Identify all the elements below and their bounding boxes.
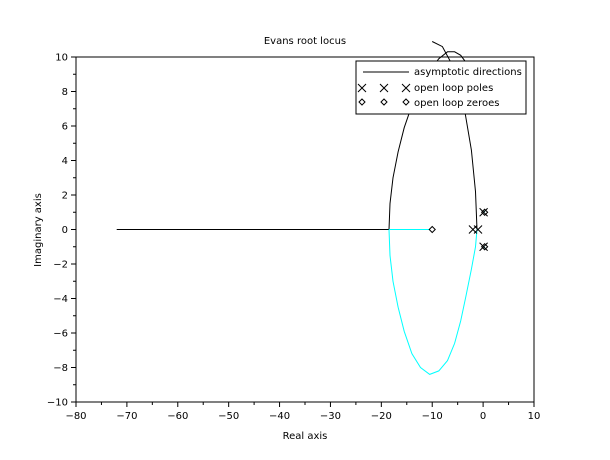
y-tick-label: 10	[55, 53, 68, 64]
open-loop-pole-marker-1	[473, 225, 483, 234]
legend-label-asymptotic-directions: asymptotic directions	[414, 67, 522, 78]
open-loop-pole-marker-3	[479, 242, 488, 252]
y-tick-label: 6	[62, 122, 68, 133]
x-tick-label: 0	[480, 411, 486, 422]
x-axis-ticks: −80 −70 −60 −50 −40 −30 −20 −10 0 10	[65, 402, 540, 422]
legend-label-open-loop-poles: open loop poles	[414, 83, 493, 94]
y-tick-label: −10	[47, 398, 68, 409]
legend: asymptotic directions open loop poles op…	[355, 60, 527, 115]
legend-diamond-markers	[358, 98, 410, 106]
x-axis-label: Real axis	[283, 431, 328, 442]
x-tick-label: −30	[320, 411, 341, 422]
x-tick-label: −70	[116, 411, 137, 422]
x-tick-label: −20	[371, 411, 392, 422]
y-tick-label: 0	[62, 225, 68, 236]
legend-x-markers	[357, 83, 411, 93]
open-loop-zero-marker-0	[428, 225, 436, 234]
open-loop-pole-marker-2	[479, 207, 488, 217]
y-tick-label: 4	[62, 156, 68, 167]
x-tick-label: −40	[269, 411, 290, 422]
legend-label-open-loop-zeroes: open loop zeroes	[414, 98, 499, 109]
locus-branch-4	[388, 229, 478, 375]
y-tick-label: 2	[62, 191, 68, 202]
y-tick-label: −2	[53, 260, 68, 271]
y-axis-label: Imaginary axis	[33, 193, 44, 267]
x-tick-label: −80	[65, 411, 86, 422]
x-tick-label: −50	[218, 411, 239, 422]
y-tick-label: −6	[53, 329, 68, 340]
chart-title: Evans root locus	[264, 36, 346, 47]
x-tick-label: −10	[422, 411, 443, 422]
x-tick-label: −60	[167, 411, 188, 422]
y-tick-label: −8	[53, 363, 68, 374]
y-tick-label: −4	[53, 294, 68, 305]
y-axis-ticks: −10 −8 −6 −4 −2 0 2 4 6 8 10	[47, 53, 76, 409]
x-tick-label: 10	[528, 411, 541, 422]
y-tick-label: 8	[62, 87, 68, 98]
